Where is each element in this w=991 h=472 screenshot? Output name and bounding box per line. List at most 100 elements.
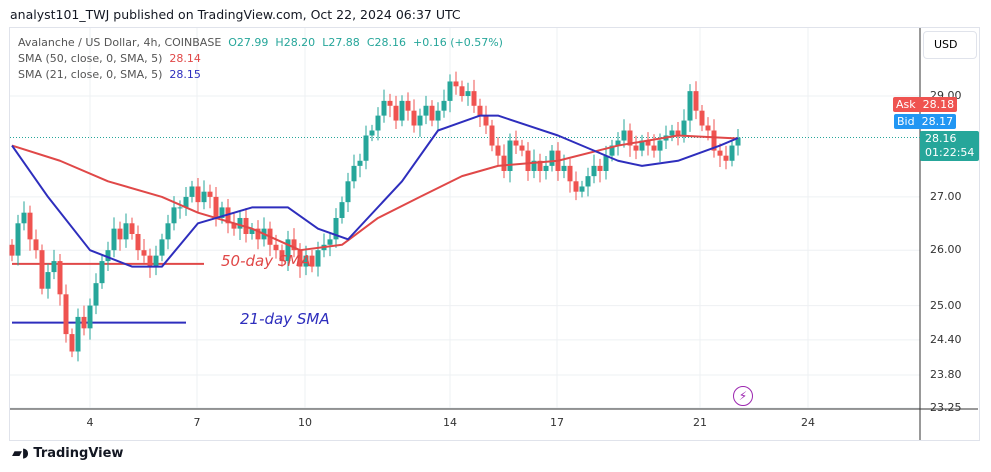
change-value: +0.16 (+0.57%) — [412, 36, 503, 49]
candle — [645, 140, 651, 146]
candle — [27, 212, 33, 240]
candle — [255, 228, 261, 240]
candle — [105, 250, 111, 262]
price-tick: 26.00 — [930, 243, 962, 257]
candle — [483, 115, 489, 126]
candle — [375, 115, 381, 131]
candle — [489, 125, 495, 146]
candle — [129, 223, 135, 234]
candle — [471, 91, 477, 106]
candle — [327, 239, 333, 245]
candle — [495, 145, 501, 156]
candle — [507, 140, 513, 171]
open-value: O27.99 — [228, 36, 269, 49]
candle — [729, 145, 735, 161]
candle — [579, 186, 585, 192]
last-price: 28.16 — [925, 132, 957, 145]
price-tick: 23.25 — [930, 401, 962, 415]
time-tick: 4 — [86, 416, 94, 429]
tradingview-logo[interactable]: ▰◗ TradingView — [12, 446, 123, 461]
candle — [201, 191, 207, 203]
candle — [591, 165, 597, 177]
candle — [39, 250, 45, 289]
candle — [237, 217, 243, 229]
candle — [513, 140, 519, 146]
candle — [219, 207, 225, 218]
symbol-label: Avalanche / US Dollar, 4h, COINBASE — [18, 36, 222, 49]
candle — [615, 140, 621, 146]
candle — [441, 100, 447, 111]
candle — [573, 181, 579, 192]
candle — [603, 155, 609, 171]
candle — [525, 150, 531, 171]
candle — [711, 130, 717, 151]
sma50-line — [11, 134, 739, 252]
candle — [717, 150, 723, 156]
candle — [273, 244, 279, 251]
time-tick: 17 — [550, 416, 564, 429]
sma50-annotation: 50-day SMA — [221, 252, 311, 270]
sma50-value: 28.14 — [169, 52, 201, 65]
bid-price: 28.17 — [921, 115, 954, 128]
candle — [123, 223, 129, 240]
candle — [423, 105, 429, 116]
candle — [339, 202, 345, 218]
candle — [111, 228, 117, 251]
candle — [405, 100, 411, 111]
candle — [609, 145, 615, 156]
candle — [363, 135, 369, 161]
candle — [393, 105, 399, 121]
candle — [333, 217, 339, 240]
high-value: H28.20 — [275, 36, 316, 49]
candle — [153, 255, 159, 267]
candle — [435, 110, 441, 121]
candle — [291, 239, 297, 251]
candle — [465, 91, 471, 96]
sma21-label: SMA (21, close, 0, SMA, 5) — [18, 68, 163, 81]
candle — [447, 81, 453, 101]
candle — [429, 105, 435, 121]
candle — [411, 110, 417, 126]
candle — [681, 120, 687, 136]
sma21-line — [11, 114, 739, 268]
candle — [87, 305, 93, 329]
candle — [315, 250, 321, 267]
candle — [15, 223, 21, 256]
candle — [585, 176, 591, 187]
candle — [699, 110, 705, 126]
price-tick: 24.40 — [930, 332, 962, 346]
currency-button[interactable]: USD — [923, 31, 977, 59]
candle — [171, 207, 177, 224]
candle — [231, 223, 237, 229]
candle — [735, 137, 741, 146]
candle — [381, 100, 387, 116]
candle — [117, 228, 123, 240]
candle — [723, 155, 729, 161]
candle — [45, 272, 51, 289]
candle — [633, 145, 639, 151]
time-tick: 24 — [801, 416, 815, 429]
logo-icon: ▰◗ — [12, 446, 34, 461]
candle — [669, 130, 675, 136]
candle — [561, 165, 567, 171]
time-tick: 10 — [298, 416, 312, 429]
sma50-label: SMA (50, close, 0, SMA, 5) — [18, 52, 163, 65]
candle — [537, 160, 543, 171]
candle — [159, 239, 165, 256]
candle — [693, 91, 699, 111]
candle — [501, 155, 507, 171]
price-tick: 25.00 — [930, 298, 962, 312]
publisher-line: analyst101_TWJ published on TradingView.… — [10, 7, 461, 22]
candle — [51, 261, 57, 273]
candle — [597, 165, 603, 171]
candle — [75, 316, 81, 352]
candle — [399, 100, 405, 121]
time-tick: 14 — [443, 416, 457, 429]
lightning-icon[interactable]: ⚡ — [733, 386, 753, 406]
chart-frame — [9, 27, 980, 441]
time-tick: 21 — [693, 416, 707, 429]
candle — [705, 125, 711, 131]
candle — [627, 130, 633, 146]
candle — [69, 334, 75, 352]
